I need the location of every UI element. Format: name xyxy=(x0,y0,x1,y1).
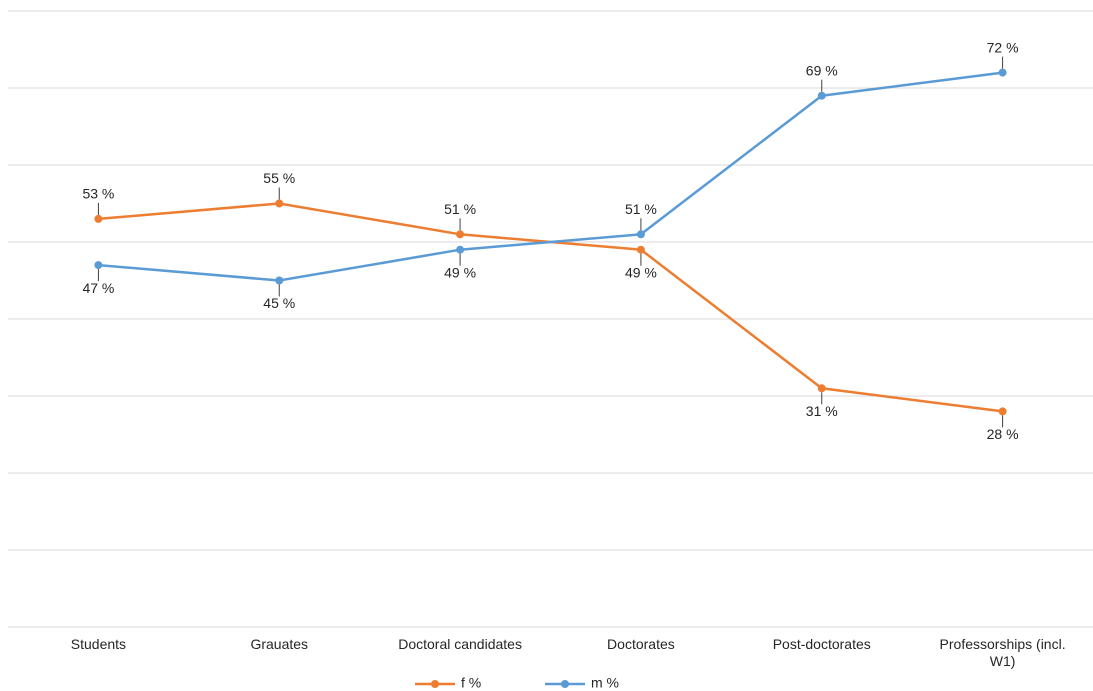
marker xyxy=(636,230,645,239)
x-tick-label: Post-doctorates xyxy=(772,636,871,652)
marker xyxy=(636,245,645,254)
legend-marker xyxy=(561,680,569,688)
marker xyxy=(456,230,465,239)
data-label: 51 % xyxy=(625,201,657,217)
marker xyxy=(817,91,826,100)
data-label: 51 % xyxy=(444,201,476,217)
data-label: 45 % xyxy=(263,295,295,311)
marker xyxy=(94,261,103,270)
marker xyxy=(456,245,465,254)
legend-label: f % xyxy=(461,675,481,691)
line xyxy=(98,71,1003,282)
legend-label: m % xyxy=(591,675,619,691)
data-label: 28 % xyxy=(987,426,1019,442)
marker xyxy=(817,384,826,393)
data-label: 55 % xyxy=(263,170,295,186)
x-tick-label: Grauates xyxy=(250,636,309,652)
marker xyxy=(998,68,1007,77)
data-label: 72 % xyxy=(987,39,1019,55)
data-label: 49 % xyxy=(444,264,476,280)
x-tick-label: Doctorates xyxy=(607,636,675,652)
legend-marker xyxy=(431,680,439,688)
x-tick-label: Doctoral candidates xyxy=(398,636,522,652)
data-label: 53 % xyxy=(82,186,114,202)
x-tick-label: Professorships (incl. W1) xyxy=(939,636,1066,669)
data-label: 31 % xyxy=(806,403,838,419)
data-label: 69 % xyxy=(806,62,838,78)
marker xyxy=(998,407,1007,416)
line xyxy=(98,202,1003,413)
marker xyxy=(275,199,284,208)
marker xyxy=(94,214,103,223)
x-tick-label: Students xyxy=(70,636,127,652)
data-label: 49 % xyxy=(625,264,657,280)
marker xyxy=(275,276,284,285)
data-label: 47 % xyxy=(82,280,114,296)
